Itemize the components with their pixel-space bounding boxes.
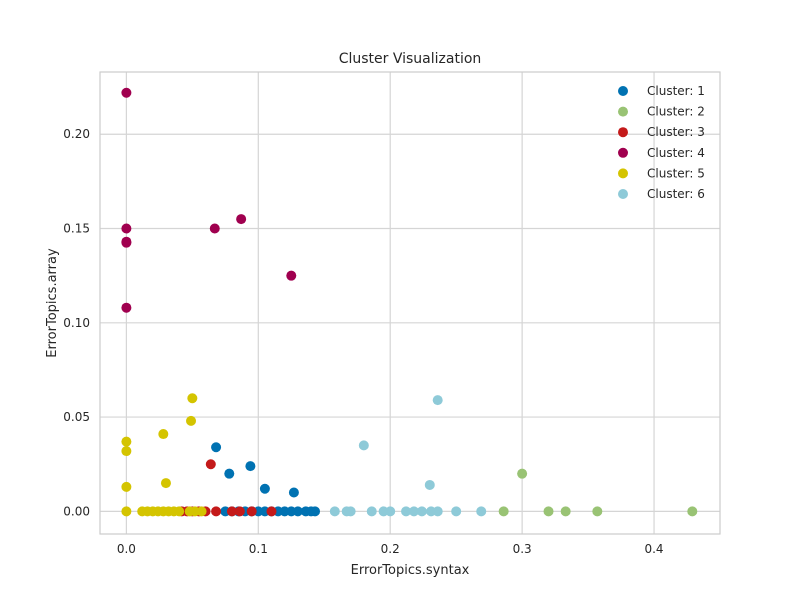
legend-label: Cluster: 1 [647,84,705,98]
data-point [560,506,571,517]
data-point [211,442,222,453]
legend-marker [618,127,628,138]
y-tick-label: 0.20 [63,127,90,141]
data-point [451,506,462,517]
x-axis-ticks: 0.0 0.1 0.2 0.3 0.4 [117,542,664,556]
data-point [288,487,299,498]
x-tick-label: 0.3 [513,542,532,556]
data-point [592,506,603,517]
x-axis-label: ErrorTopics.syntax [351,563,470,578]
data-point [236,214,247,225]
data-point [246,506,257,517]
data-point [196,506,207,517]
data-point [366,506,377,517]
x-tick-label: 0.1 [249,542,268,556]
legend-marker [618,106,628,117]
data-point [224,468,235,479]
data-point [266,506,277,517]
y-axis-ticks: 0.00 0.05 0.10 0.15 0.20 [63,127,90,518]
data-point [209,223,220,234]
data-point [424,479,435,490]
data-point [310,506,321,517]
legend-label: Cluster: 5 [647,166,705,180]
data-point [186,415,197,426]
data-point [121,223,132,234]
x-tick-label: 0.2 [381,542,400,556]
data-point [121,481,132,492]
data-point [385,506,396,517]
data-point [234,506,245,517]
plot-area [100,72,720,534]
data-point [226,506,237,517]
chart-title: Cluster Visualization [339,51,482,67]
data-point [160,478,171,489]
x-tick-label: 0.0 [117,542,136,556]
data-point [401,506,412,517]
plot-frame [99,71,721,535]
y-tick-label: 0.00 [63,504,90,518]
data-point [432,506,443,517]
data-point [245,461,256,472]
legend-label: Cluster: 4 [647,146,705,160]
y-tick-label: 0.10 [63,316,90,330]
data-point [517,468,528,479]
data-points [121,87,698,517]
data-point [292,506,303,517]
data-point [158,429,169,440]
y-tick-label: 0.05 [63,410,90,424]
data-point [205,459,216,470]
legend-marker [618,189,628,199]
data-point [121,237,132,248]
data-point [286,270,297,281]
legend-marker [618,147,628,158]
data-point [345,506,356,517]
data-point [358,440,369,451]
x-tick-label: 0.4 [644,542,663,556]
legend-marker [618,168,628,179]
data-point [121,302,132,313]
data-point [259,483,270,494]
data-point [416,506,427,517]
data-point [498,506,509,517]
data-point [687,506,698,517]
data-point [121,436,132,447]
legend: Cluster: 1 Cluster: 2 Cluster: 3 Cluster: 4… [618,84,705,201]
data-point [187,393,198,404]
y-tick-label: 0.15 [63,222,90,236]
legend-label: Cluster: 3 [647,125,705,139]
y-axis-label: ErrorTopics.array [45,248,60,358]
data-point [121,506,132,517]
data-point [121,87,132,98]
data-point [476,506,487,517]
legend-label: Cluster: 6 [647,187,705,201]
data-point [174,506,185,517]
data-point [543,506,554,517]
legend-label: Cluster: 2 [647,105,705,119]
data-point [211,506,222,517]
data-point [408,506,419,517]
data-point [432,395,443,406]
legend-marker [618,86,628,96]
data-point [121,446,132,457]
data-point [329,506,340,517]
